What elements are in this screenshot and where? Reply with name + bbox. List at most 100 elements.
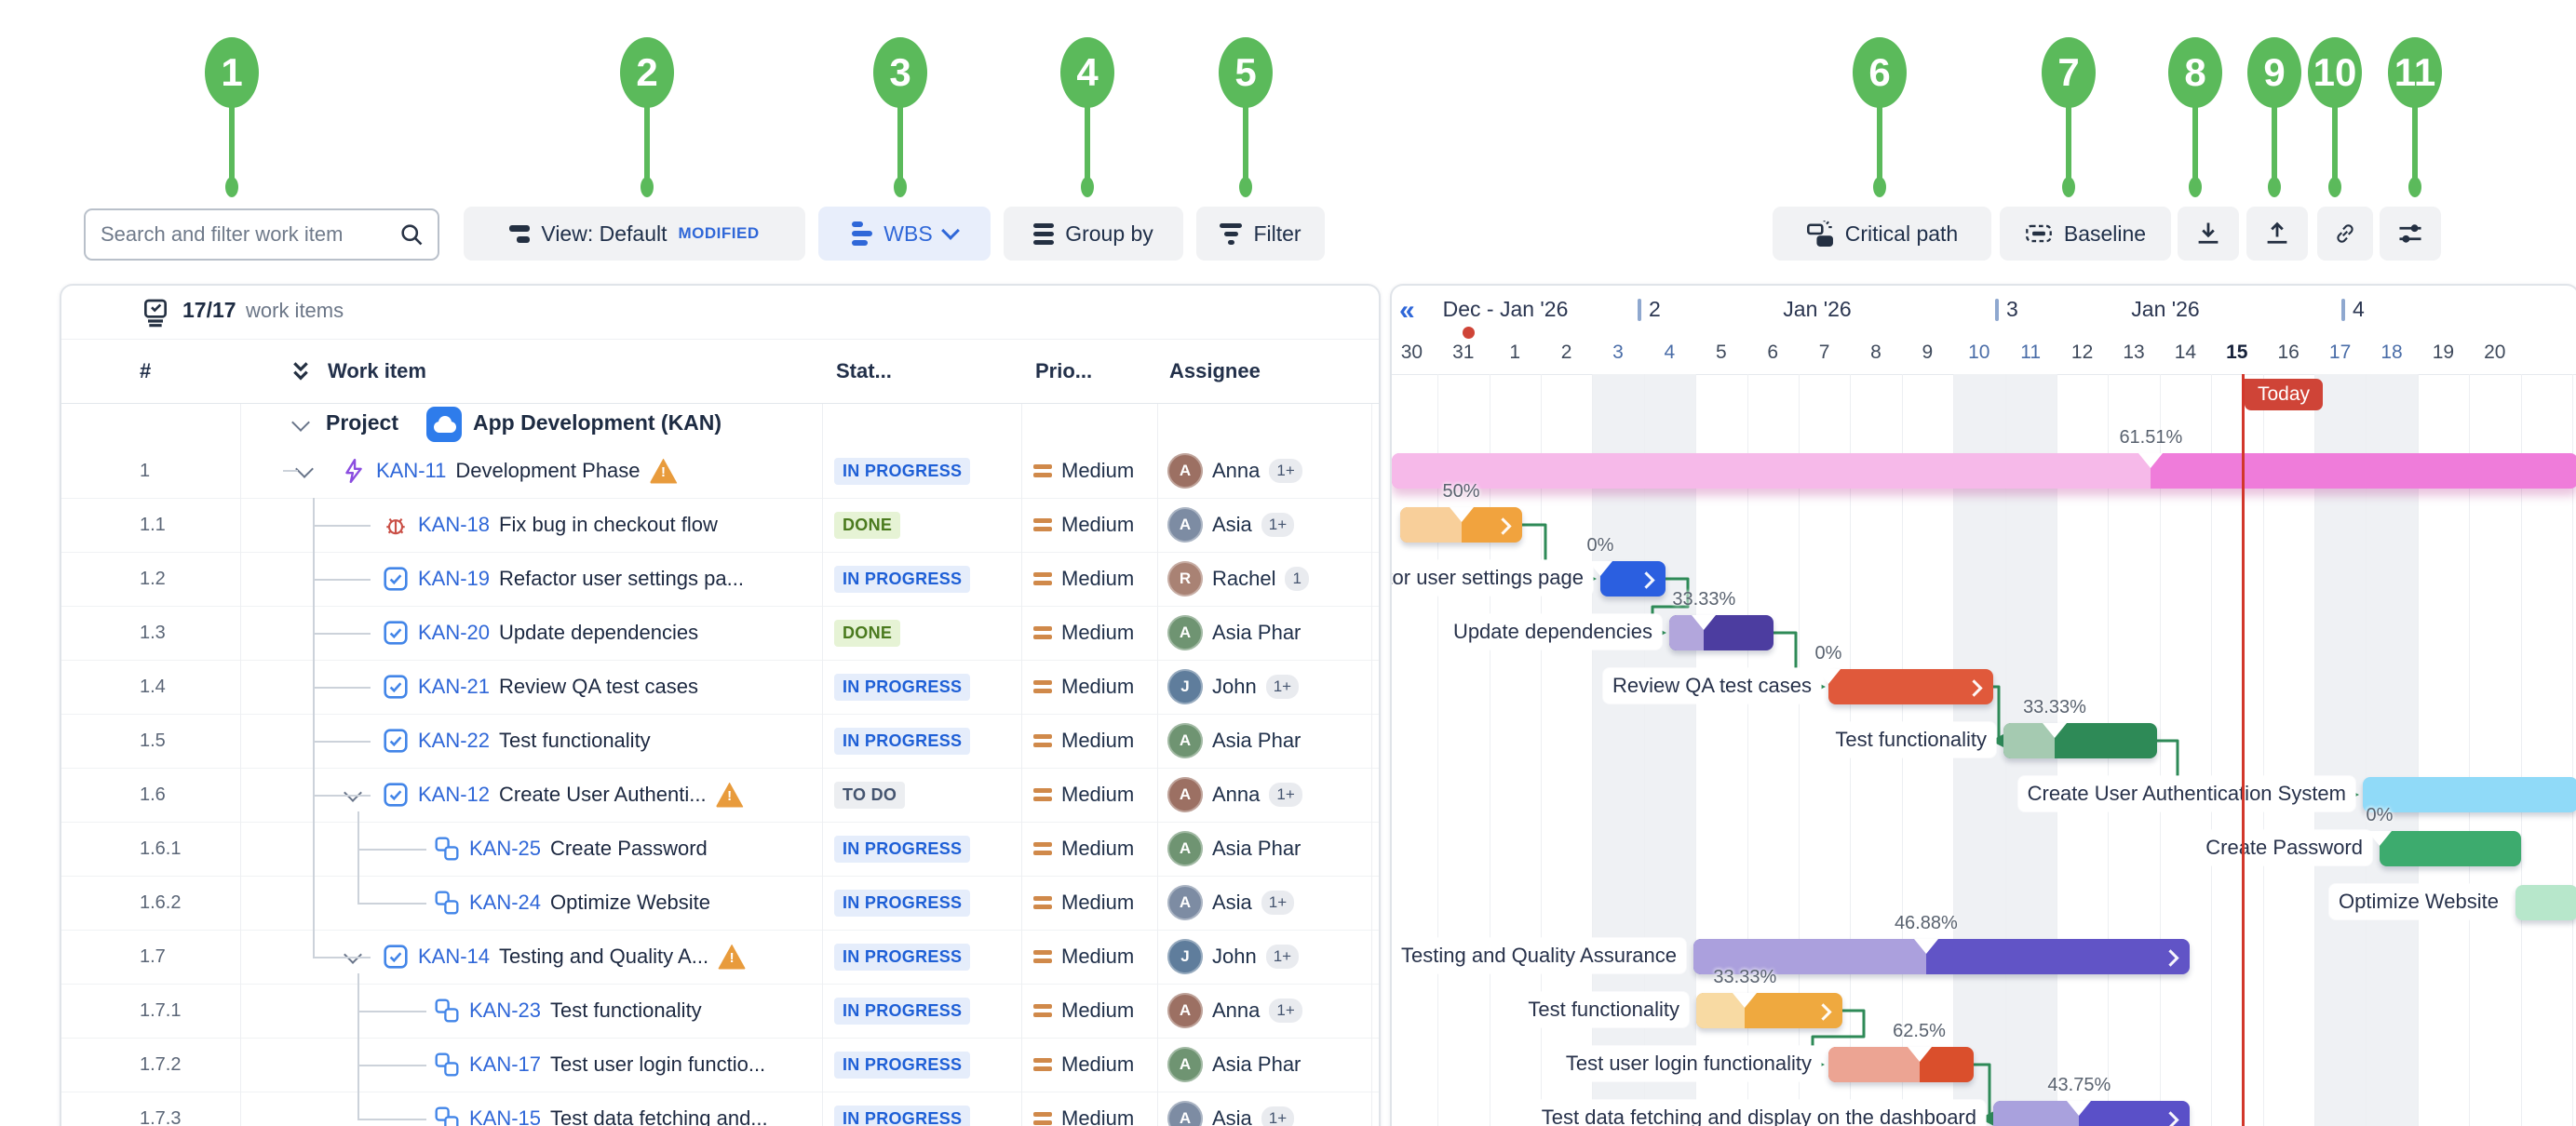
table-row-KAN-12[interactable]: 1.6 KAN-12 Create User Authenti...! TO DO Me…: [61, 768, 1379, 823]
critical-path-button[interactable]: Critical path: [1773, 207, 1991, 261]
avatar[interactable]: J: [1167, 669, 1203, 704]
priority-label[interactable]: Medium: [1061, 459, 1135, 482]
work-item-key[interactable]: KAN-21: [418, 675, 491, 698]
assignee-overflow-badge[interactable]: 1+: [1261, 1106, 1295, 1126]
table-row-KAN-21[interactable]: 1.4 KAN-21 Review QA test cases IN PROGRESS…: [61, 660, 1379, 715]
gantt-bar[interactable]: [1693, 939, 2190, 974]
table-row-KAN-15[interactable]: 1.7.3 KAN-15 Test data fetching and... IN P…: [61, 1092, 1379, 1126]
work-item-title[interactable]: Development Phase: [455, 459, 641, 482]
work-item-key[interactable]: KAN-23: [469, 999, 542, 1022]
work-item-key[interactable]: KAN-19: [418, 567, 491, 590]
gantt-bar[interactable]: [2515, 885, 2576, 920]
assignee-name[interactable]: Anna: [1212, 999, 1261, 1022]
priority-label[interactable]: Medium: [1061, 675, 1135, 698]
table-row-KAN-25[interactable]: 1.6.1 KAN-25 Create Password IN PROGRESS Med…: [61, 822, 1379, 877]
view-default-button[interactable]: View: Default MODIFIED: [464, 207, 805, 261]
work-item-title[interactable]: Create Password: [550, 837, 708, 860]
status-badge[interactable]: TO DO: [834, 781, 906, 809]
table-row-KAN-14[interactable]: 1.7 KAN-14 Testing and Quality A...! IN PRO…: [61, 930, 1379, 985]
avatar[interactable]: A: [1167, 1101, 1203, 1126]
work-item-title[interactable]: Test data fetching and...: [550, 1106, 768, 1126]
share-button[interactable]: [2246, 207, 2308, 261]
work-item-title[interactable]: Test user login functio...: [550, 1052, 766, 1076]
status-badge[interactable]: IN PROGRESS: [834, 889, 971, 917]
avatar[interactable]: A: [1167, 1047, 1203, 1082]
export-button[interactable]: [2178, 207, 2239, 261]
assignee-name[interactable]: Rachel: [1212, 567, 1276, 590]
assignee-overflow-badge[interactable]: 1+: [1261, 513, 1295, 537]
work-item-key[interactable]: KAN-15: [469, 1106, 542, 1126]
priority-label[interactable]: Medium: [1061, 999, 1135, 1022]
assignee-name[interactable]: Anna: [1212, 783, 1261, 806]
assignee-overflow-badge[interactable]: 1+: [1269, 999, 1302, 1023]
assignee-name[interactable]: Asia: [1212, 513, 1252, 536]
work-item-title[interactable]: Fix bug in checkout flow: [499, 513, 718, 536]
gantt-bar[interactable]: [2363, 777, 2576, 812]
status-badge[interactable]: IN PROGRESS: [834, 457, 971, 485]
assignee-name[interactable]: John: [1212, 945, 1257, 968]
avatar[interactable]: A: [1167, 993, 1203, 1028]
status-badge[interactable]: IN PROGRESS: [834, 997, 971, 1025]
col-hash[interactable]: #: [140, 359, 152, 382]
table-row-KAN-19[interactable]: 1.2 KAN-19 Refactor user settings pa... IN …: [61, 552, 1379, 607]
table-row-KAN-22[interactable]: 1.5 KAN-22 Test functionality IN PROGRESS Me…: [61, 714, 1379, 769]
row-collapse-icon[interactable]: [344, 784, 362, 802]
filter-button[interactable]: Filter: [1196, 207, 1325, 261]
assignee-name[interactable]: Asia Phar: [1212, 1052, 1301, 1076]
project-collapse-icon[interactable]: [291, 413, 310, 432]
work-item-key[interactable]: KAN-11: [376, 459, 447, 482]
status-badge[interactable]: DONE: [834, 511, 901, 539]
work-item-title[interactable]: Test functionality: [550, 999, 702, 1022]
gantt-bar[interactable]: [1828, 669, 1993, 704]
table-row-KAN-17[interactable]: 1.7.2 KAN-17 Test user login functio... IN …: [61, 1038, 1379, 1092]
status-badge[interactable]: IN PROGRESS: [834, 727, 971, 755]
assignee-overflow-badge[interactable]: 1+: [1265, 945, 1300, 969]
status-badge[interactable]: DONE: [834, 619, 901, 647]
gantt-bar[interactable]: [1993, 1101, 2190, 1126]
baseline-button[interactable]: Baseline: [2000, 207, 2171, 261]
work-item-key[interactable]: KAN-20: [418, 621, 491, 644]
assignee-name[interactable]: Asia Phar: [1212, 837, 1301, 860]
col-work-item[interactable]: Work item: [328, 359, 426, 382]
group-by-button[interactable]: Group by: [1004, 207, 1183, 261]
status-badge[interactable]: IN PROGRESS: [834, 673, 971, 701]
priority-label[interactable]: Medium: [1061, 945, 1135, 968]
priority-label[interactable]: Medium: [1061, 729, 1135, 752]
avatar[interactable]: J: [1167, 939, 1203, 974]
gantt-bar[interactable]: [2003, 723, 2157, 758]
work-item-title[interactable]: Review QA test cases: [499, 675, 699, 698]
assignee-overflow-badge[interactable]: 1+: [1269, 783, 1302, 807]
avatar[interactable]: A: [1167, 885, 1203, 920]
avatar[interactable]: A: [1167, 723, 1203, 758]
status-badge[interactable]: IN PROGRESS: [834, 1105, 971, 1126]
assignee-overflow-badge[interactable]: 1+: [1265, 675, 1300, 699]
col-priority[interactable]: Prio...: [1035, 359, 1093, 382]
collapse-columns-icon[interactable]: «: [1399, 295, 1415, 326]
gantt-bar[interactable]: [1669, 615, 1774, 650]
work-item-key[interactable]: KAN-24: [469, 891, 542, 914]
work-item-title[interactable]: Refactor user settings pa...: [499, 567, 744, 590]
table-row-KAN-11[interactable]: 1 KAN-11 Development Phase! IN PROGRESS Medi…: [61, 444, 1379, 499]
priority-label[interactable]: Medium: [1061, 837, 1135, 860]
collapse-all-icon[interactable]: [290, 360, 311, 382]
wbs-button[interactable]: WBS: [818, 207, 991, 261]
assignee-name[interactable]: Asia: [1212, 1106, 1252, 1126]
assignee-overflow-badge[interactable]: 1+: [1269, 459, 1302, 483]
work-item-title[interactable]: Test functionality: [499, 729, 651, 752]
priority-label[interactable]: Medium: [1061, 621, 1135, 644]
priority-label[interactable]: Medium: [1061, 567, 1135, 590]
work-item-title[interactable]: Optimize Website: [550, 891, 711, 914]
work-item-key[interactable]: KAN-14: [418, 945, 491, 968]
col-assignee[interactable]: Assignee: [1169, 359, 1261, 382]
priority-label[interactable]: Medium: [1061, 783, 1135, 806]
assignee-name[interactable]: Asia: [1212, 891, 1252, 914]
status-badge[interactable]: IN PROGRESS: [834, 835, 971, 863]
gantt-bar[interactable]: [1392, 453, 2576, 489]
view-settings-button[interactable]: [2380, 207, 2441, 261]
table-row-KAN-23[interactable]: 1.7.1 KAN-23 Test functionality IN PROGRESS…: [61, 984, 1379, 1039]
search-input-field[interactable]: [99, 221, 398, 248]
table-row-KAN-24[interactable]: 1.6.2 KAN-24 Optimize Website IN PROGRESS Me…: [61, 876, 1379, 931]
work-item-key[interactable]: KAN-22: [418, 729, 491, 752]
status-badge[interactable]: IN PROGRESS: [834, 1051, 971, 1079]
priority-label[interactable]: Medium: [1061, 891, 1135, 914]
